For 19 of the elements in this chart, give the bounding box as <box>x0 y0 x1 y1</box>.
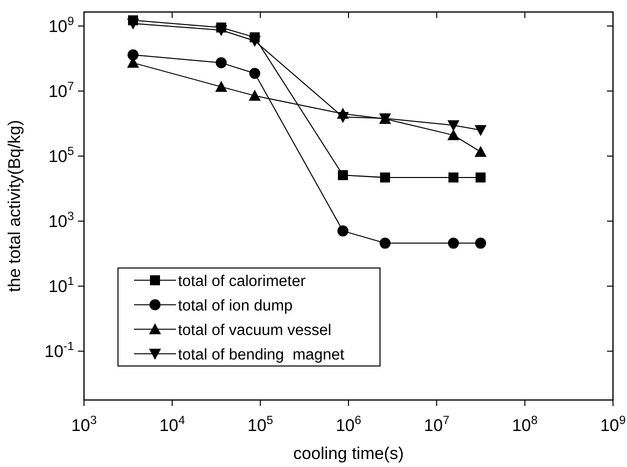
x-tick-label: 10$^{4}$ <box>159 413 186 435</box>
x-tick-label: 10$^{6}$ <box>336 413 362 435</box>
x-tick-label: 10$^{7}$ <box>424 413 450 435</box>
legend-label: total of ion dump <box>178 297 293 314</box>
y-axis-title: the total activity(Bq/kg) <box>5 120 24 292</box>
legend-label: total of vacuum vessel <box>178 322 332 339</box>
x-axis-title: cooling time(s) <box>293 444 404 463</box>
x-tick-label: 10$^{3}$ <box>71 413 98 435</box>
x-tick-label: 10$^{9}$ <box>600 413 626 435</box>
legend-label: total of calorimeter <box>178 272 306 290</box>
y-tick-label: 10$^{-1}$ <box>44 339 74 362</box>
legend-label: total of bending magnet <box>178 346 346 364</box>
x-tick-label: 10$^{8}$ <box>512 413 538 435</box>
y-tick-label: 10$^{3}$ <box>48 209 74 232</box>
x-tick-label: 10$^{5}$ <box>248 413 274 435</box>
y-tick-label: 10$^{7}$ <box>48 79 74 102</box>
y-tick-label: 10$^{9}$ <box>48 14 74 36</box>
y-tick-label: 10$^{5}$ <box>48 144 74 166</box>
y-tick-label: 10$^{1}$ <box>48 274 74 296</box>
